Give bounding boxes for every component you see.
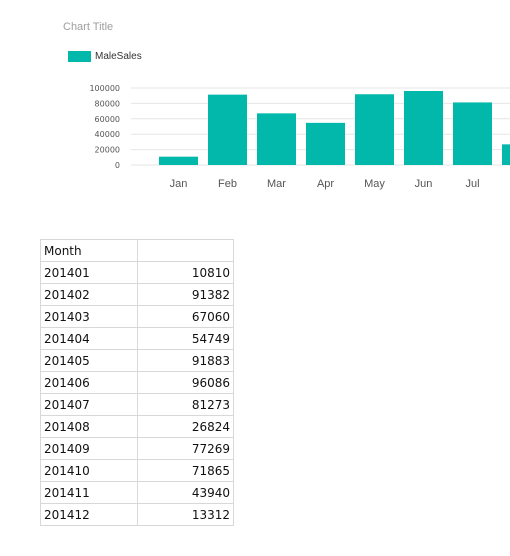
month-cell[interactable]: 201405 <box>40 349 138 372</box>
value-cell[interactable]: 43940 <box>137 481 234 504</box>
bar-jul[interactable] <box>453 102 492 165</box>
x-tick-label: May <box>364 178 385 190</box>
bar-may[interactable] <box>355 94 394 165</box>
bar-a[interactable] <box>502 144 510 165</box>
bar-apr[interactable] <box>306 122 345 165</box>
x-tick-label: Feb <box>218 178 237 190</box>
bar-feb[interactable] <box>208 94 247 165</box>
y-tick-label: 100000 <box>89 84 120 93</box>
month-cell[interactable]: 201401 <box>40 261 138 284</box>
value-cell[interactable]: 91382 <box>137 283 234 306</box>
y-tick-label: 60000 <box>95 115 120 124</box>
month-cell[interactable]: Month <box>40 239 138 262</box>
chart-title: Chart Title <box>63 21 114 33</box>
table-row: 201403 67060 <box>40 305 234 328</box>
month-cell[interactable]: 201406 <box>40 371 138 394</box>
legend-label: MaleSales <box>95 51 142 62</box>
month-cell[interactable]: 201402 <box>40 283 138 306</box>
x-tick-label: Apr <box>317 178 334 190</box>
month-cell[interactable]: 201410 <box>40 459 138 482</box>
bar-mar[interactable] <box>257 113 296 165</box>
table-row: 201401 10810 <box>40 261 234 284</box>
gridlines <box>131 87 510 166</box>
month-cell[interactable]: 201404 <box>40 327 138 350</box>
month-cell[interactable]: 201403 <box>40 305 138 328</box>
y-tick-label: 0 <box>115 161 120 170</box>
value-cell[interactable]: 71865 <box>137 459 234 482</box>
value-cell[interactable]: 54749 <box>137 327 234 350</box>
y-tick-label: 80000 <box>95 99 120 108</box>
table-header-row: Month <box>40 239 234 262</box>
value-cell[interactable]: 67060 <box>137 305 234 328</box>
month-cell[interactable]: 201407 <box>40 393 138 416</box>
bar-jun[interactable] <box>404 91 443 165</box>
table-row: 201405 91883 <box>40 349 234 372</box>
x-tick-label: Jul <box>465 178 479 190</box>
x-tick-label: Mar <box>267 178 286 190</box>
value-cell[interactable]: 26824 <box>137 415 234 438</box>
value-cell[interactable]: 91883 <box>137 349 234 372</box>
value-cell[interactable]: 10810 <box>137 261 234 284</box>
value-cell[interactable]: 96086 <box>137 371 234 394</box>
legend-swatch <box>68 51 91 62</box>
table-row: 201410 71865 <box>40 459 234 482</box>
value-cell[interactable] <box>137 239 234 262</box>
table-row: 201404 54749 <box>40 327 234 350</box>
month-cell[interactable]: 201408 <box>40 415 138 438</box>
table-row: 201406 96086 <box>40 371 234 394</box>
month-cell[interactable]: 201412 <box>40 503 138 526</box>
y-axis-ticks: 100000 80000 60000 40000 20000 0 <box>89 84 120 170</box>
x-tick-label: Jan <box>170 178 188 190</box>
x-axis-ticks: JanFebMarAprMayJunJulA <box>170 178 480 190</box>
table-row: 201412 13312 <box>40 503 234 526</box>
table-row: 201408 26824 <box>40 415 234 438</box>
bars <box>159 91 510 165</box>
value-cell[interactable]: 13312 <box>137 503 234 526</box>
data-table: Month 201401 10810 201402 91382 201403 67060 20… <box>40 239 234 526</box>
table-row: 201409 77269 <box>40 437 234 460</box>
x-tick-label: Jun <box>415 178 433 190</box>
chart-legend: MaleSales <box>68 51 142 62</box>
table-row: 201411 43940 <box>40 481 234 504</box>
month-cell[interactable]: 201411 <box>40 481 138 504</box>
month-cell[interactable]: 201409 <box>40 437 138 460</box>
bar-chart: 100000 80000 60000 40000 20000 0 Jan Feb Mar Apr… <box>89 84 510 190</box>
bar-jan[interactable] <box>159 156 198 165</box>
value-cell[interactable]: 81273 <box>137 393 234 416</box>
table-row: 201402 91382 <box>40 283 234 306</box>
value-cell[interactable]: 77269 <box>137 437 234 460</box>
y-tick-label: 40000 <box>95 130 120 139</box>
y-tick-label: 20000 <box>95 146 120 155</box>
table-row: 201407 81273 <box>40 393 234 416</box>
